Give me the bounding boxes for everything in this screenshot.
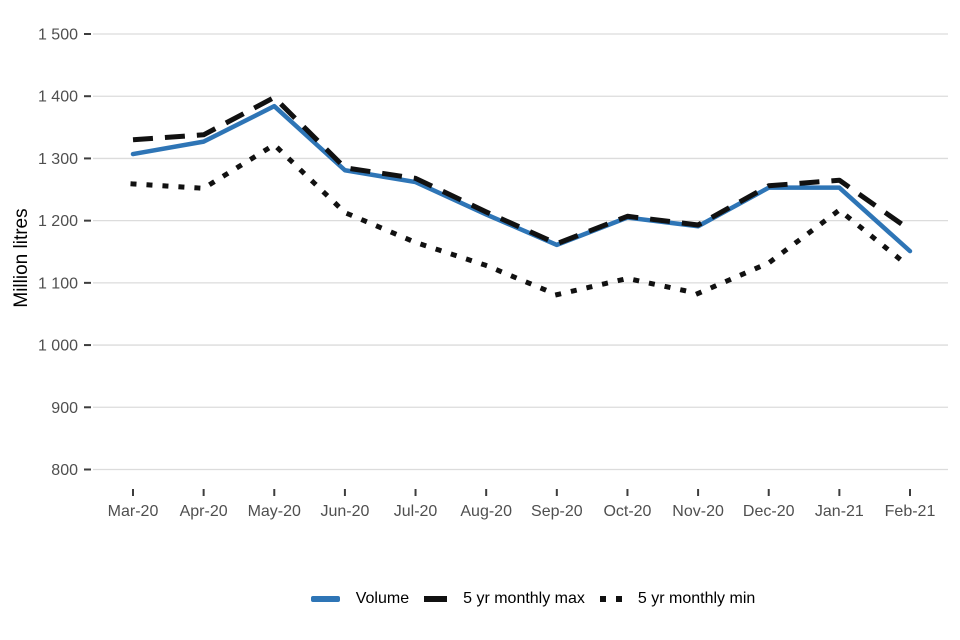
x-tick-label: Oct-20 bbox=[603, 503, 651, 520]
y-tick-label: 1 500 bbox=[38, 27, 78, 44]
y-tick-label: 800 bbox=[51, 462, 78, 479]
legend: Volume 5 yr monthly max 5 yr monthly min bbox=[53, 587, 960, 611]
y-tick-label: 900 bbox=[51, 400, 78, 417]
y-tick-label: 1 400 bbox=[38, 89, 78, 106]
legend-label-min: 5 yr monthly min bbox=[637, 590, 756, 607]
legend-item-max: 5 yr monthly max bbox=[424, 590, 585, 608]
x-tick-label: Feb-21 bbox=[885, 503, 936, 520]
x-tick-label: Jul-20 bbox=[394, 503, 438, 520]
plot-area: 800 900 1 000 1 100 1 200 1 300 1 400 1 500 Mar-… bbox=[38, 27, 948, 520]
legend-item-min: 5 yr monthly min bbox=[599, 590, 756, 608]
legend-label-max: 5 yr monthly max bbox=[463, 590, 585, 607]
y-tick-label: 1 200 bbox=[38, 213, 78, 230]
y-tick-label: 1 300 bbox=[38, 151, 78, 168]
x-tick-label: Sep-20 bbox=[531, 503, 583, 520]
min-line-swatch-icon bbox=[599, 596, 622, 602]
x-tick-label: Jun-20 bbox=[320, 503, 369, 520]
x-tick-label: Aug-20 bbox=[460, 503, 512, 520]
x-tick-label: Dec-20 bbox=[743, 503, 795, 520]
series-line-volume bbox=[130, 103, 913, 254]
x-tick-label: Mar-20 bbox=[108, 503, 159, 520]
max-line-swatch-icon bbox=[424, 596, 448, 602]
x-tick-label: Jan-21 bbox=[815, 503, 864, 520]
series-line-5-yr-monthly-min bbox=[130, 142, 914, 298]
volume-line-swatch-icon bbox=[310, 596, 340, 602]
x-tick-label: Apr-20 bbox=[180, 503, 228, 520]
x-tick-label: Nov-20 bbox=[672, 503, 724, 520]
x-tick-label: May-20 bbox=[248, 503, 301, 520]
series-line-5-yr-monthly-max bbox=[132, 94, 912, 247]
y-tick-label: 1 100 bbox=[38, 275, 78, 292]
y-axis-title: Million litres bbox=[11, 208, 32, 308]
legend-item-volume: Volume bbox=[310, 590, 410, 608]
legend-label-volume: Volume bbox=[355, 590, 410, 607]
y-tick-label: 1 000 bbox=[38, 338, 78, 355]
